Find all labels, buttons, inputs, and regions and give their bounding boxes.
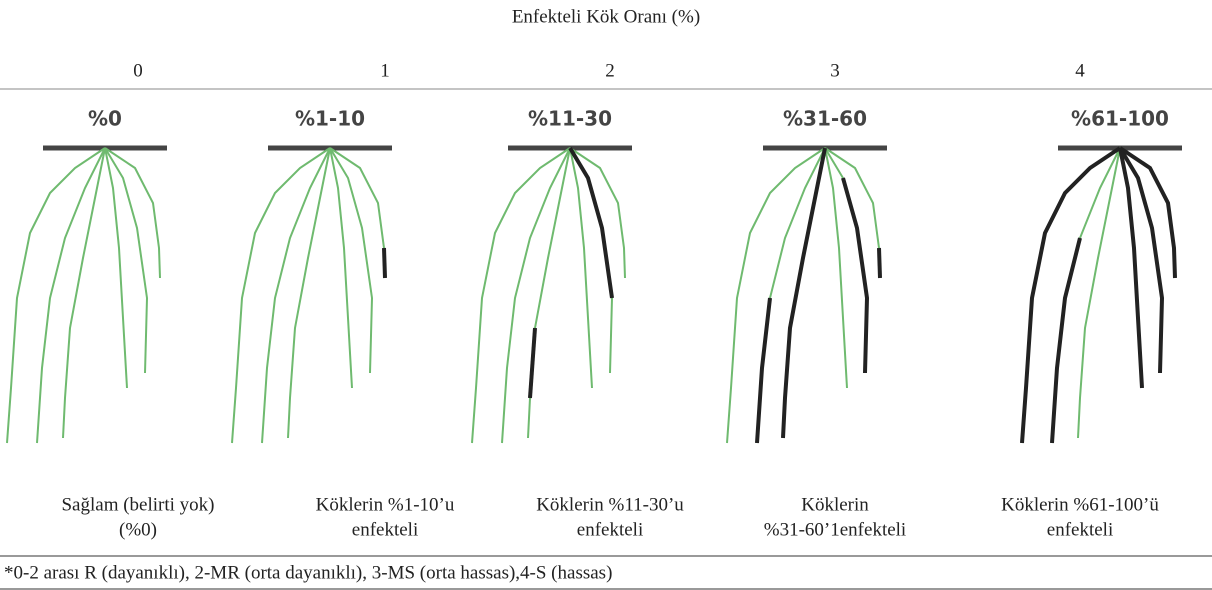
- root: [527, 147, 571, 439]
- root: [329, 147, 374, 374]
- root: [329, 147, 353, 389]
- severity-label: %31-60: [783, 107, 867, 131]
- root: [569, 147, 593, 389]
- root: [824, 147, 848, 389]
- root: [231, 147, 331, 444]
- root: [6, 147, 106, 444]
- description: Sağlam (belirti yok): [61, 494, 214, 515]
- infected-root: [568, 146, 614, 299]
- infected-root: [1020, 146, 1122, 444]
- root: [36, 147, 106, 444]
- infected-root: [1118, 147, 1144, 389]
- footnote: *0-2 arası R (dayanıklı), 2-MR (orta day…: [4, 562, 612, 583]
- infected-root: [382, 247, 387, 279]
- description: %31-60’1enfekteli: [764, 519, 906, 540]
- severity-label: %1-10: [295, 107, 365, 131]
- root: [471, 147, 571, 444]
- description: Köklerin: [801, 494, 869, 515]
- severity-label: %61-100: [1071, 107, 1169, 131]
- description: enfekteli: [1047, 519, 1113, 540]
- root: [104, 147, 128, 389]
- title: Enfekteli Kök Oranı (%): [512, 6, 700, 27]
- description: Köklerin %61-100’ü: [1001, 494, 1159, 515]
- score: 1: [380, 60, 390, 81]
- infected-root: [781, 147, 827, 439]
- infected-root: [1118, 146, 1165, 374]
- score: 4: [1075, 60, 1085, 81]
- severity-label: %11-30: [528, 107, 612, 131]
- root: [62, 147, 106, 439]
- description: enfekteli: [352, 519, 418, 540]
- root: [726, 147, 826, 444]
- description: enfekteli: [577, 519, 643, 540]
- root: [104, 147, 161, 279]
- root: [501, 147, 571, 444]
- infected-root: [755, 297, 772, 444]
- root: [104, 147, 149, 374]
- infected-root: [841, 177, 870, 374]
- severity-label: %0: [88, 107, 122, 131]
- root: [287, 147, 331, 439]
- description: Köklerin %11-30’u: [536, 494, 684, 515]
- infected-root: [877, 247, 882, 279]
- infected-root: [1118, 146, 1177, 279]
- score: 3: [830, 60, 840, 81]
- infected-root: [528, 327, 537, 399]
- description: (%0): [119, 519, 157, 540]
- root: [1051, 147, 1121, 444]
- score: 0: [133, 60, 143, 81]
- infected-root: [1050, 237, 1082, 444]
- root: [569, 147, 626, 279]
- description: Köklerin %1-10’u: [316, 494, 455, 515]
- root: [1021, 147, 1121, 444]
- root: [261, 147, 331, 444]
- root: [1077, 147, 1121, 439]
- score: 2: [605, 60, 615, 81]
